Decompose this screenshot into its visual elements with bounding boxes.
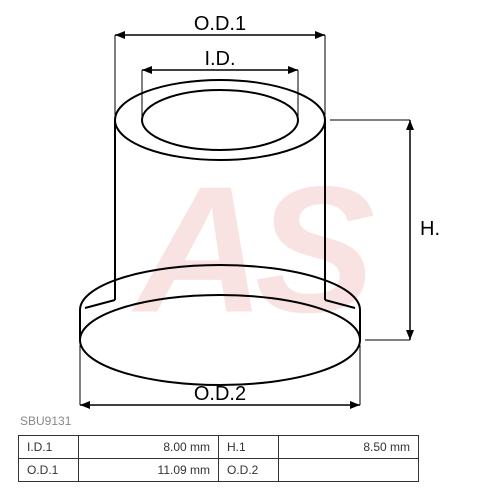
dim-id: I.D. [142,48,298,118]
cell-id1-value: 8.00 mm [79,436,219,459]
label-od2: O.D.2 [194,383,246,405]
dimensions-table: I.D.1 8.00 mm H.1 8.50 mm O.D.1 11.09 mm… [18,435,419,482]
table-row: I.D.1 8.00 mm H.1 8.50 mm [19,436,419,459]
table-row: O.D.1 11.09 mm O.D.2 [19,459,419,482]
cell-od1-label: O.D.1 [19,459,79,482]
flange-step-right [325,300,355,308]
cell-od2-label: O.D.2 [219,459,279,482]
dim-h: H. [330,120,440,340]
bottom-ellipse [80,295,360,385]
cell-od2-value [279,459,419,482]
cell-h1-label: H.1 [219,436,279,459]
label-h: H. [420,218,440,240]
cell-od1-value: 11.09 mm [79,459,219,482]
label-id: I.D. [204,48,235,70]
part-code: SBU9131 [20,414,71,428]
label-od1: O.D.1 [194,13,246,35]
cell-id1-label: I.D.1 [19,436,79,459]
flange-step-left [85,300,115,308]
cell-h1-value: 8.50 mm [279,436,419,459]
top-inner-ellipse [142,90,298,150]
top-outer-ellipse [115,80,325,160]
flange-top-arc [80,265,360,310]
bushing-diagram: O.D.1 I.D. O.D.2 H. [50,10,450,410]
dim-od2: O.D.2 [80,345,360,409]
